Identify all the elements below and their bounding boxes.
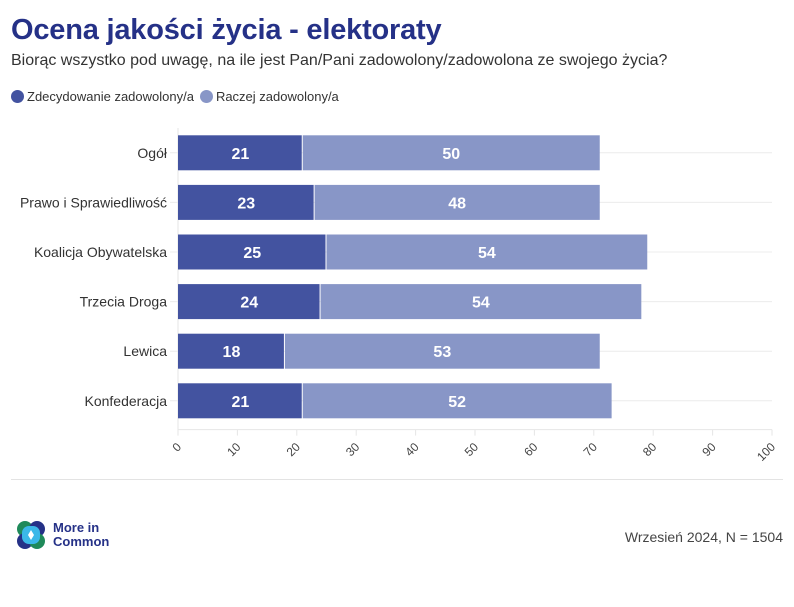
legend-dot-icon — [199, 90, 213, 103]
x-tick-label: 100 — [754, 440, 778, 464]
x-tick-label: 60 — [521, 440, 541, 460]
bar-strongly-satisfied — [178, 234, 326, 270]
category-label: Konfederacja — [84, 393, 167, 409]
bar-rather-satisfied — [302, 135, 600, 171]
logo-icon — [17, 521, 45, 549]
bar-rather-satisfied — [320, 284, 642, 320]
bar-strongly-satisfied — [178, 333, 284, 369]
bar-rather-satisfied — [284, 333, 600, 369]
data-label: 23 — [237, 195, 255, 212]
x-tick-label: 70 — [581, 440, 601, 460]
legend-item-series-1: Zdecydowanie zadowolony/a — [11, 89, 194, 104]
category-label: Ogół — [137, 145, 167, 161]
bar-rather-satisfied — [314, 184, 600, 220]
x-tick-label: 80 — [640, 440, 660, 460]
logo-text-line1: More in — [53, 520, 100, 535]
x-tick-label: 10 — [224, 440, 244, 460]
legend-label: Zdecydowanie zadowolony/a — [27, 89, 194, 104]
data-label: 21 — [231, 394, 249, 411]
data-label: 50 — [442, 146, 460, 163]
legend-dot-icon — [11, 90, 24, 103]
data-label: 24 — [240, 295, 258, 312]
bar-strongly-satisfied — [178, 284, 320, 320]
chart-subtitle: Biorąc wszystko pod uwagę, na ile jest P… — [11, 52, 668, 69]
x-tick-label: 90 — [699, 440, 719, 460]
more-in-common-logo: More in Common — [15, 519, 109, 551]
data-label: 54 — [478, 245, 496, 262]
category-label: Prawo i Sprawiedliwość — [20, 194, 167, 210]
footnote: Wrzesień 2024, N = 1504 — [624, 529, 783, 545]
x-tick-label: 30 — [343, 440, 363, 460]
legend: Zdecydowanie zadowolony/a Raczej zadowol… — [11, 89, 345, 104]
legend-item-series-2: Raczej zadowolony/a — [199, 89, 339, 104]
data-label: 53 — [433, 344, 451, 361]
footer-divider — [11, 479, 783, 480]
data-label: 54 — [472, 295, 490, 312]
data-label: 52 — [448, 394, 466, 411]
data-label: 48 — [448, 195, 466, 212]
bar-strongly-satisfied — [178, 135, 302, 171]
category-label: Koalicja Obywatelska — [34, 244, 167, 260]
x-tick-label: 20 — [284, 440, 304, 460]
data-label: 21 — [231, 146, 249, 163]
chart-title: Ocena jakości życia - elektoraty — [11, 14, 442, 46]
logo-text-line2: Common — [53, 534, 110, 549]
x-tick-label: 0 — [169, 440, 184, 455]
data-label: 18 — [223, 344, 241, 361]
bar-rather-satisfied — [326, 234, 648, 270]
bar-strongly-satisfied — [178, 184, 314, 220]
legend-label: Raczej zadowolony/a — [215, 89, 339, 104]
bar-strongly-satisfied — [178, 383, 302, 419]
x-tick-label: 40 — [402, 440, 422, 460]
data-label: 25 — [243, 245, 261, 262]
bar-rather-satisfied — [302, 383, 612, 419]
category-label: Trzecia Droga — [80, 294, 168, 310]
bar-chart: 0 10 20 30 40 50 60 70 80 90 100 Ogół 21 50 Prawo i Sp… — [20, 128, 778, 464]
category-label: Lewica — [123, 343, 167, 359]
x-tick-label: 50 — [462, 440, 482, 460]
